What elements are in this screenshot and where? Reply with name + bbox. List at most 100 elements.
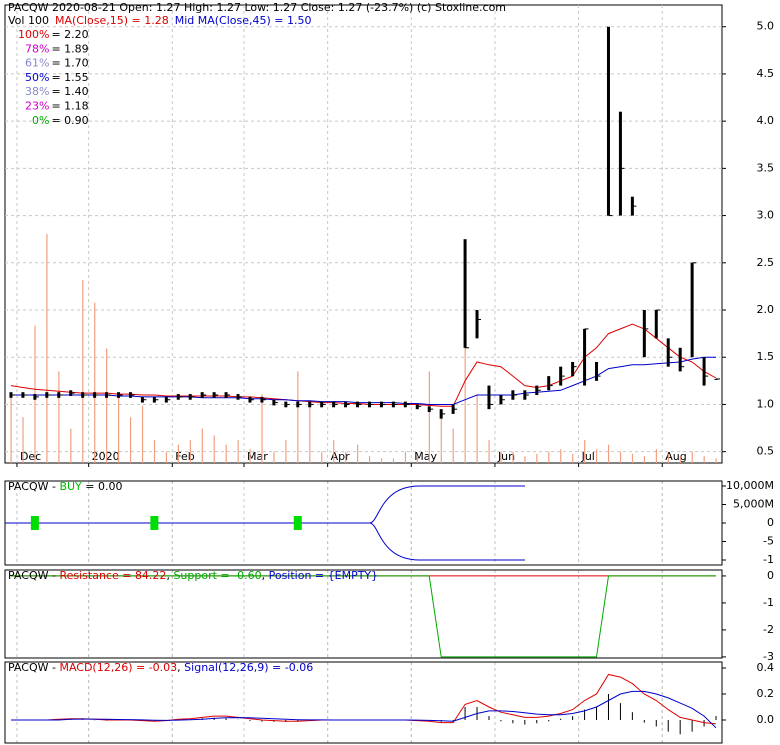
header-part: , <box>166 569 173 582</box>
y-tick-label: 3.0 <box>757 209 775 222</box>
price-bar <box>571 361 575 377</box>
header-part: Support = -0.60 <box>173 569 261 582</box>
fib-pct: 61% <box>25 57 49 70</box>
volume-bar <box>584 440 586 463</box>
volume-bar <box>106 348 108 463</box>
price-bar <box>463 239 467 348</box>
y-tick-label: -1 <box>763 596 774 609</box>
chart-header: PACQW 2020-08-21 Open: 1.27 High: 1.27 L… <box>8 1 506 14</box>
price-bar <box>678 347 682 372</box>
price-bar <box>595 361 599 381</box>
fib-value: = 2.20 <box>51 28 88 41</box>
volume-bar <box>500 451 502 463</box>
volume-bar <box>237 440 239 463</box>
y-tick-label: 3.5 <box>757 161 775 174</box>
header-part: , <box>262 569 269 582</box>
volume-bar <box>464 325 466 463</box>
volume-bar <box>440 417 442 463</box>
fib-level: 0% = 0.90 <box>32 114 89 127</box>
volume-bar <box>297 371 299 463</box>
price-bar <box>606 26 610 216</box>
price-bar <box>654 310 658 339</box>
fib-pct: 100% <box>18 28 49 41</box>
volume-bar <box>285 440 287 463</box>
legend-entry: MA(Close,15) = 1.28 <box>55 14 169 27</box>
y-tick-label: 5.0 <box>757 20 775 33</box>
header-part: MACD(12,26) = -0.03 <box>59 661 177 674</box>
volume-bar <box>416 456 418 463</box>
volume-bar <box>536 453 538 463</box>
price-bar <box>547 376 551 391</box>
x-tick-label: Mar <box>247 450 268 463</box>
fib-pct: 78% <box>25 42 49 55</box>
panel-frame <box>4 661 723 744</box>
volume-bar <box>691 451 693 463</box>
volume-bar <box>452 428 454 463</box>
volume-bar <box>213 435 215 463</box>
price-bar <box>690 262 694 358</box>
volume-bar <box>141 405 144 463</box>
fib-pct: 23% <box>25 100 49 113</box>
volume-bar <box>631 453 634 463</box>
header-part: Position = {EMPTY} <box>269 569 379 582</box>
volume-bar <box>357 444 359 463</box>
volume-bar <box>201 428 203 463</box>
volume-bar <box>309 405 311 463</box>
y-tick-label: 2.0 <box>757 303 775 316</box>
fib-pct: 50% <box>25 71 49 84</box>
fib-value: = 1.40 <box>51 85 88 98</box>
signal-line <box>5 485 525 561</box>
header-part: PACQW - <box>8 661 59 674</box>
volume-bar <box>22 417 24 463</box>
volume-bar <box>643 456 646 463</box>
volume-bar <box>715 458 717 463</box>
fib-value: = 1.70 <box>51 57 88 70</box>
y-tick-label: 0.2 <box>757 687 775 700</box>
volume-bar <box>488 440 490 463</box>
volume-bar <box>512 451 514 463</box>
series-line <box>11 690 717 729</box>
volume-bar <box>619 451 622 463</box>
price-bar <box>642 310 646 358</box>
volume-bar <box>129 417 132 463</box>
y-tick-label: 0 <box>767 569 774 582</box>
y-tick-label: 5,000M <box>733 498 774 511</box>
volume-bar <box>153 440 156 463</box>
volume-bar <box>333 440 335 463</box>
header-part: Signal(12,26,9) = -0.06 <box>184 661 313 674</box>
fib-value: = 1.18 <box>51 100 88 113</box>
y-tick-label: 10,000M <box>726 479 774 492</box>
volume-bar <box>70 428 72 463</box>
fib-pct: 0% <box>32 114 49 127</box>
fib-value: = 1.89 <box>51 42 88 55</box>
volume-bar <box>273 451 275 463</box>
price-bar <box>487 385 491 410</box>
y-tick-label: 1.0 <box>757 397 775 410</box>
volume-bar <box>118 394 120 463</box>
fib-level: 38% = 1.40 <box>25 85 89 98</box>
price-bar <box>666 338 670 367</box>
volume-bar <box>703 456 705 463</box>
fib-level: 61% = 1.70 <box>25 57 89 70</box>
volume-bar <box>572 453 574 463</box>
volume-bar <box>476 394 478 463</box>
x-tick-label: Jul <box>581 450 595 463</box>
volume-bar <box>189 440 191 463</box>
y-tick-label: -5 <box>763 535 774 548</box>
buy-signal <box>150 516 159 530</box>
volume-bar <box>368 456 371 463</box>
volume-bar <box>404 451 407 463</box>
legend: Vol 100 MA(Close,15) = 1.28 Mid MA(Close,4… <box>8 14 312 27</box>
fib-level: 23% = 1.18 <box>25 100 89 113</box>
header-part: Resistance = 84.22 <box>59 569 166 582</box>
y-tick-label: 4.0 <box>757 114 775 127</box>
volume-bar <box>524 456 526 463</box>
panel-header: PACQW - BUY = 0.00 <box>8 480 122 493</box>
volume-bar <box>392 458 395 463</box>
volume-bar <box>10 394 12 463</box>
volume-bar <box>667 453 669 463</box>
volume-bar <box>177 444 179 463</box>
volume-bar <box>380 458 383 463</box>
y-tick-label: 0.5 <box>757 445 775 458</box>
panel-frame <box>4 569 723 659</box>
